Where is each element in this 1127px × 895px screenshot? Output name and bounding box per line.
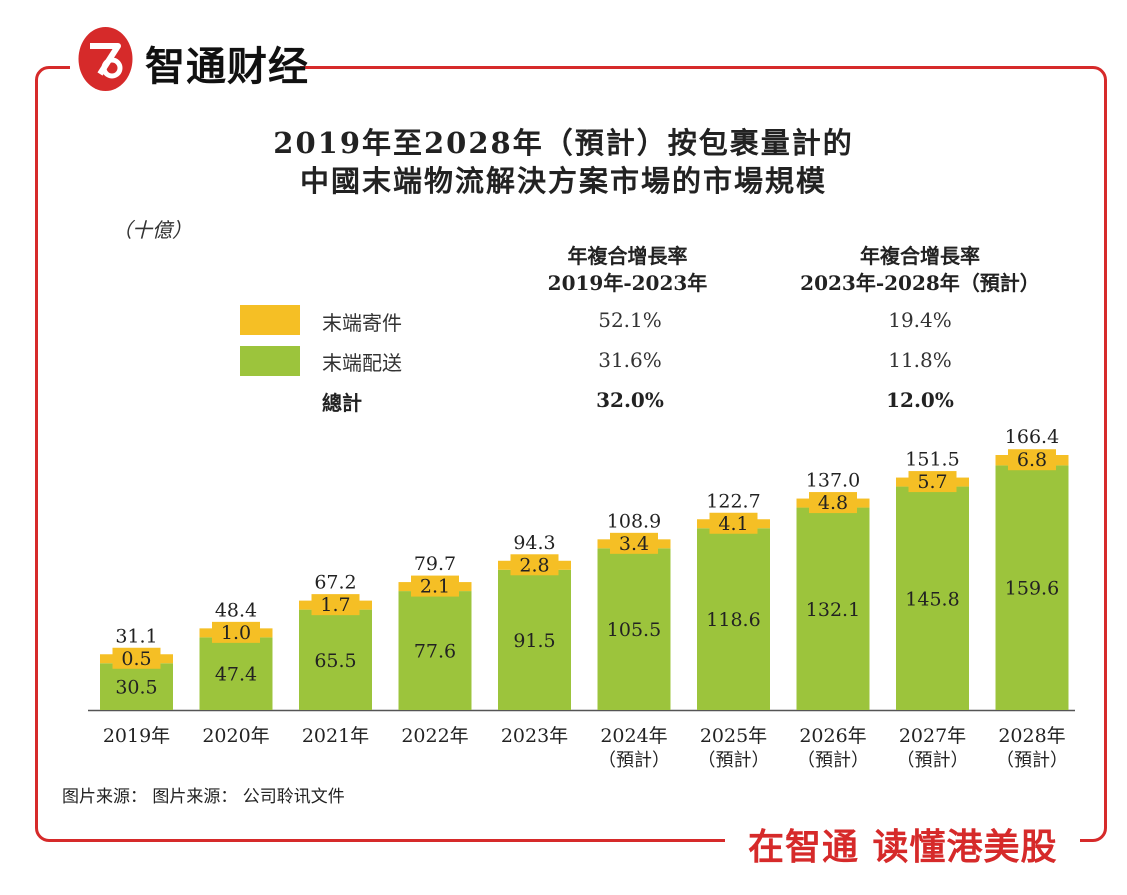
delivery-value-label: 105.5 [607,619,661,641]
x-tick-note: （預計） [797,750,869,771]
bar-delivery [796,507,870,710]
brand-slogan: 在智通 读懂港美股 [748,827,1058,868]
bar-delivery [995,465,1069,710]
x-tick-label: 2024年 [600,725,667,747]
x-tick-label: 2025年 [700,725,767,747]
pickup-value-label: 2.8 [519,554,549,576]
total-value-label: 67.2 [314,572,356,594]
x-tick-label: 2027年 [899,725,966,747]
delivery-value-label: 91.5 [513,630,555,652]
chart-title-line2: 中國末端物流解決方案市場的市場規模 [299,164,827,198]
cagr-header-2019-2023: 年複合增長率 2019年-2023年 [525,243,730,297]
card-frame [35,66,1107,842]
pickup-label-box [610,532,658,554]
cagr-total-2019-2023: 32.0% [596,388,664,412]
x-tick-note: （預計） [996,750,1068,771]
delivery-value-label: 65.5 [314,650,356,672]
pickup-value-label: 1.0 [221,622,251,644]
legend-label-delivery: 末端配送 [322,351,402,375]
cagr-pickup-2023-2028: 19.4% [888,308,952,332]
cagr-header-title: 年複合增長率 [567,244,688,268]
pickup-value-label: 3.4 [619,533,649,555]
pickup-value-label: 5.7 [917,471,947,493]
delivery-value-label: 132.1 [806,599,860,621]
total-value-label: 122.7 [706,490,760,512]
pickup-label-box [212,621,260,643]
chart-title-line1: 2019年至2028年（預計）按包裹量計的 [273,126,854,160]
total-value-label: 166.4 [1005,426,1059,448]
pickup-value-label: 6.8 [1017,449,1047,471]
x-tick-label: 2022年 [401,725,468,747]
delivery-value-label: 47.4 [215,664,257,686]
cagr-header-period: 2023年-2028年（預計） [800,271,1040,295]
bar-delivery [597,548,671,710]
source-note: 图片来源： 图片来源： 公司聆讯文件 [62,787,345,807]
x-tick-label: 2026年 [799,725,866,747]
pickup-value-label: 1.7 [320,594,350,616]
frame-gap-bottom [725,830,1080,850]
total-value-label: 48.4 [215,599,257,621]
delivery-value-label: 159.6 [1005,578,1059,600]
total-value-label: 79.7 [414,553,456,575]
zhitong-logo-icon [78,27,133,91]
x-tick-note: （預計） [598,750,670,771]
pickup-label-box [709,512,758,534]
delivery-value-label: 30.5 [115,677,157,699]
x-tick-label: 2023年 [501,725,568,747]
pickup-value-label: 4.1 [718,513,748,535]
x-tick-label: 2028年 [998,725,1065,747]
legend-swatch-delivery [240,346,300,376]
pickup-label-box [510,554,559,576]
cagr-pickup-2019-2023: 52.1% [598,308,662,332]
cagr-header-period: 2019年-2023年 [547,271,708,295]
bar-delivery [299,609,372,710]
bar-delivery [498,569,571,710]
pickup-value-label: 0.5 [121,648,151,670]
pickup-label-box [112,647,161,669]
pickup-label-box [809,492,857,514]
cagr-header-title: 年複合增長率 [860,244,980,268]
cagr-delivery-2023-2028: 11.8% [888,348,952,372]
total-value-label: 108.9 [607,510,661,532]
brand-name: 智通财经 [145,44,309,90]
total-value-label: 137.0 [806,470,860,492]
pickup-label-box [311,594,360,616]
cagr-delivery-2019-2023: 31.6% [598,348,662,372]
legend-label-pickup: 末端寄件 [322,311,402,335]
bar-delivery [896,486,969,710]
x-tick-label: 2020年 [202,725,269,747]
bar-delivery [100,663,173,710]
bar-delivery [398,591,472,710]
total-value-label: 151.5 [905,449,959,471]
delivery-value-label: 77.6 [414,641,456,663]
pickup-label-box [1008,449,1056,471]
x-tick-note: （預計） [698,750,770,771]
cagr-total-2023-2028: 12.0% [886,388,954,412]
unit-label: （十億） [112,218,192,242]
legend-label-total: 總計 [322,391,362,415]
cagr-header-2023-2028: 年複合增長率 2023年-2028年（預計） [775,243,1065,297]
pickup-value-label: 2.1 [420,576,450,598]
x-tick-label: 2019年 [103,725,170,747]
delivery-value-label: 145.8 [905,588,959,610]
pickup-label-box [908,471,957,493]
bar-delivery [199,637,273,710]
delivery-value-label: 118.6 [706,609,760,631]
pickup-label-box [411,575,459,597]
total-value-label: 94.3 [513,532,555,554]
x-tick-label: 2021年 [302,725,369,747]
total-value-label: 31.1 [115,625,157,647]
x-tick-note: （預計） [897,750,969,771]
bar-delivery [697,528,770,710]
pickup-value-label: 4.8 [818,492,848,514]
legend-swatch-pickup [240,305,300,335]
